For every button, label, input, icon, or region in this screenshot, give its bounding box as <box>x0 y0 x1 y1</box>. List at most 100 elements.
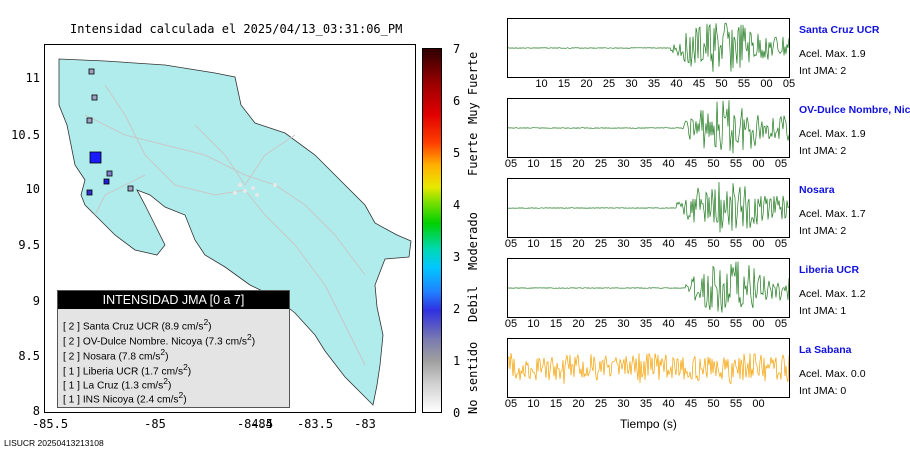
trace-x-tick: 10 <box>527 318 540 330</box>
legend-row: [ 1 ] Liberia UCR (1.7 cm/s2) <box>63 362 192 378</box>
legend-station: Nosara (7.8 cm/s <box>82 351 161 363</box>
seismogram-trace[interactable] <box>507 98 790 158</box>
station-marker <box>91 94 98 101</box>
map-x-tick: -83 <box>354 417 376 431</box>
trace-x-tick: 20 <box>572 318 585 330</box>
trace-x-tick: 55 <box>729 318 743 330</box>
footer-id: LISUCR 20250413213108 <box>4 438 104 448</box>
trace-x-tick: 20 <box>572 238 585 250</box>
trace-x-tick: 35 <box>639 318 653 330</box>
land-mass <box>58 58 412 406</box>
legend-level: [ 2 ] <box>63 336 80 348</box>
station-max-accel: Acel. Max. 1.9 <box>799 48 866 60</box>
trace-x-tick: 35 <box>639 158 653 170</box>
map-y-tick: 11 <box>25 71 40 85</box>
trace-x-tick: 10 <box>527 238 540 250</box>
trace-x-tick: 15 <box>557 78 571 90</box>
waveform <box>508 261 789 313</box>
trace-x-tick: 35 <box>639 398 653 410</box>
map-y-tick: 9.5 <box>18 238 40 252</box>
city-dots <box>233 183 277 197</box>
trace-x-tick: 40 <box>662 238 675 250</box>
station-max-accel: Acel. Max. 1.2 <box>799 288 866 300</box>
colorbar-label: Debil <box>466 285 480 322</box>
legend-station: Santa Cruz UCR (8.9 cm/s <box>82 321 204 333</box>
trace-x-tick: 35 <box>639 238 653 250</box>
seismogram-trace[interactable] <box>507 258 790 318</box>
trace-x-tick: 20 <box>572 398 585 410</box>
colorbar-tick: 2 <box>453 302 461 316</box>
trace-x-tick: 55 <box>729 158 743 170</box>
legend-row: [ 2 ] Santa Cruz UCR (8.9 cm/s2) <box>63 317 212 333</box>
trace-x-tick: 45 <box>684 158 698 170</box>
trace-x-tick: 30 <box>617 238 630 250</box>
station-max-accel: Acel. Max. 0.0 <box>799 368 866 380</box>
waveform <box>508 22 789 72</box>
trace-x-tick: 55 <box>729 238 743 250</box>
trace-x-tick: 10 <box>535 78 548 90</box>
station-jma-intensity: Int JMA: 1 <box>799 305 847 317</box>
trace-x-tick: 25 <box>594 158 608 170</box>
station-marker <box>106 170 113 177</box>
waveform <box>508 181 789 233</box>
station-jma-intensity: Int JMA: 2 <box>799 65 847 77</box>
trace-x-tick: 15 <box>549 158 563 170</box>
station-jma-intensity: Int JMA: 0 <box>799 385 847 397</box>
seismogram-trace[interactable] <box>507 178 790 238</box>
intensity-colorbar <box>422 48 442 413</box>
legend-level: [ 1 ] <box>63 394 80 406</box>
map-y-tick: 8 <box>32 404 40 418</box>
trace-x-tick: 00 <box>752 318 765 330</box>
trace-x-tick: 50 <box>707 238 720 250</box>
legend-row: [ 2 ] Nosara (7.8 cm/s2) <box>63 347 169 363</box>
map-x-tick: -85.5 <box>31 417 69 431</box>
station-name: Liberia UCR <box>799 264 860 276</box>
colorbar-tick: 4 <box>453 198 461 212</box>
station-marker <box>88 68 95 75</box>
trace-x-tick: 20 <box>580 78 593 90</box>
trace-x-tick: 50 <box>707 318 720 330</box>
trace-x-tick: 40 <box>662 318 675 330</box>
trace-x-tick: 55 <box>729 398 743 410</box>
trace-x-tick: 05 <box>504 398 518 410</box>
colorbar-label: Muy Fuerte <box>466 51 480 124</box>
seismogram-trace[interactable] <box>507 338 790 398</box>
trace-x-tick: 30 <box>617 158 630 170</box>
trace-x-tick: 05 <box>504 158 518 170</box>
map-x-tick: -83.5 <box>296 417 334 431</box>
station-markers <box>86 68 134 196</box>
station-jma-intensity: Int JMA: 2 <box>799 145 847 157</box>
trace-x-tick: 40 <box>670 78 683 90</box>
colorbar-tick: 3 <box>453 250 461 264</box>
trace-x-tick: 45 <box>684 318 698 330</box>
trace-x-tick: 45 <box>684 238 698 250</box>
colorbar-label: No sentido <box>466 341 480 414</box>
legend-level: [ 1 ] <box>63 380 80 392</box>
colorbar-label: Fuerte <box>466 132 480 176</box>
station-marker <box>86 117 93 124</box>
seismogram-trace[interactable] <box>507 18 790 78</box>
legend-station: Liberia UCR (1.7 cm/s <box>82 366 184 378</box>
trace-x-tick: 05 <box>774 318 788 330</box>
trace-x-tick: 45 <box>684 398 698 410</box>
colorbar-tick: 5 <box>453 146 461 160</box>
traces-x-label: Tiempo (s) <box>620 417 677 431</box>
station-max-accel: Acel. Max. 1.7 <box>799 208 866 220</box>
station-marker <box>127 185 134 192</box>
trace-x-tick: 00 <box>752 158 765 170</box>
trace-x-tick: 05 <box>504 238 518 250</box>
trace-x-tick: 40 <box>662 158 675 170</box>
trace-x-tick: 00 <box>760 78 773 90</box>
trace-x-tick: 25 <box>594 238 608 250</box>
trace-x-tick: 55 <box>737 78 751 90</box>
map-y-tick: 10 <box>25 182 40 196</box>
station-name: La Sabana <box>799 344 852 356</box>
trace-x-tick: 25 <box>594 318 608 330</box>
trace-x-tick: 30 <box>617 398 630 410</box>
road-network <box>84 84 366 366</box>
trace-x-tick: 40 <box>662 398 675 410</box>
trace-x-tick: 10 <box>527 158 540 170</box>
colorbar-tick: 7 <box>453 42 461 56</box>
trace-x-tick: 05 <box>774 158 788 170</box>
trace-x-tick: 15 <box>549 238 563 250</box>
